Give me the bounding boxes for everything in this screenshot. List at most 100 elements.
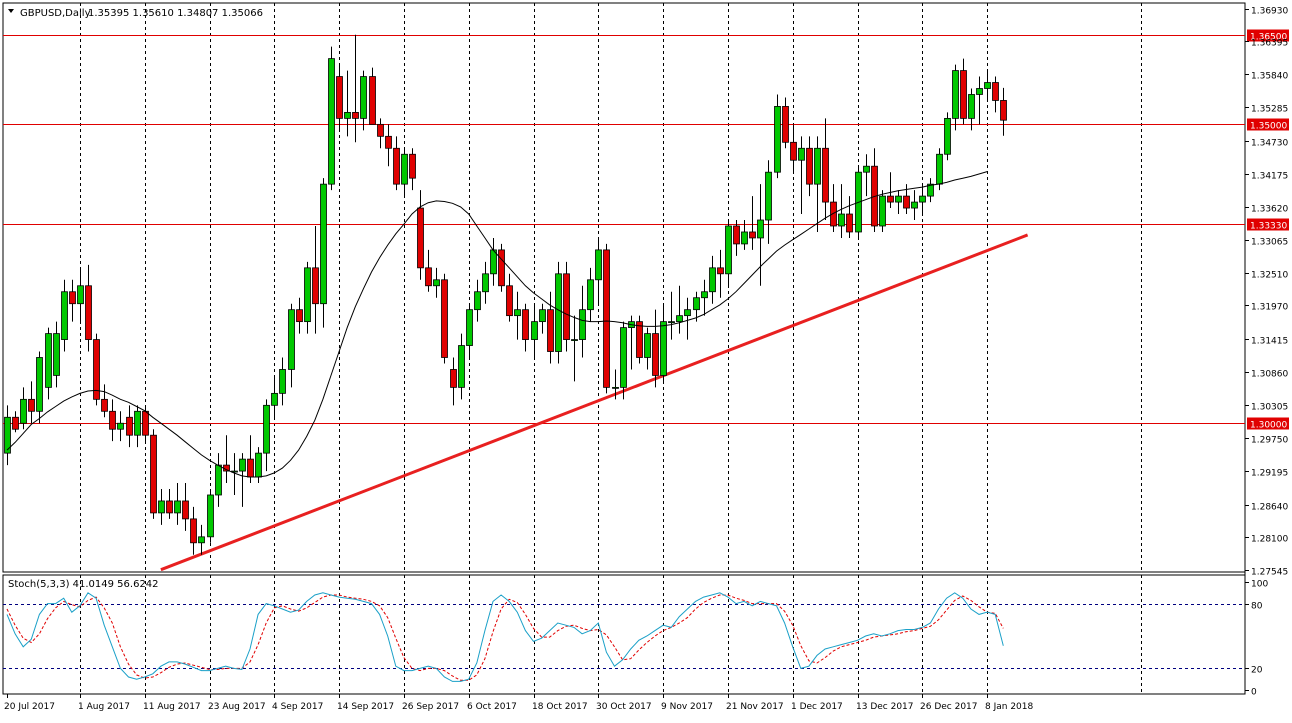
candle [369, 67, 376, 125]
candle [539, 303, 546, 334]
bear-candle-body [522, 309, 529, 340]
bull-candle-body [207, 494, 214, 538]
trendline [160, 233, 1029, 572]
candle [441, 273, 448, 364]
bear-candle-body [498, 249, 505, 287]
bull-candle-body [952, 70, 959, 119]
bear-candle-body [247, 458, 254, 478]
bull-candle-body [53, 333, 60, 376]
candle [968, 88, 975, 131]
candle [117, 411, 124, 442]
bear-candle-body [182, 500, 189, 520]
bull-candle-body [360, 76, 367, 119]
bull-candle-body [555, 273, 562, 352]
candle [555, 261, 562, 364]
bull-candle-body [271, 392, 278, 406]
candle [458, 333, 465, 400]
bear-candle-body [85, 285, 92, 340]
candle [806, 136, 813, 197]
bull-candle-body [571, 339, 578, 341]
candle [433, 267, 440, 298]
candle [887, 172, 894, 209]
bull-candle-body [863, 165, 870, 173]
bear-candle-body [652, 333, 659, 376]
bull-candle-body [239, 458, 246, 472]
bear-candle-body [749, 231, 756, 239]
stoch-tick-label: 80 [1251, 602, 1263, 612]
candle [895, 190, 902, 215]
bear-candle-body [409, 153, 416, 179]
candle [336, 64, 343, 131]
date-tick-label: 1 Aug 2017 [78, 702, 130, 712]
candle [69, 279, 76, 322]
candle [514, 291, 521, 340]
price-tick-label: 1.31970 [1251, 303, 1288, 313]
bull-candle-body [595, 249, 602, 281]
candle [571, 315, 578, 382]
price-tick-label: 1.35285 [1251, 105, 1288, 115]
bull-candle-body [968, 94, 975, 119]
moving-average-layer [6, 171, 988, 478]
bull-candle-body [514, 309, 521, 317]
candle [879, 190, 886, 232]
candle [45, 327, 52, 400]
bull-candle-body [814, 147, 821, 185]
bear-candle-body [150, 434, 157, 514]
candle [676, 285, 683, 334]
bear-candle-body [93, 339, 100, 400]
candle [12, 411, 19, 433]
bull-candle-body [798, 147, 805, 161]
price-tick-label: 1.32510 [1251, 271, 1288, 281]
candle [822, 118, 829, 221]
bear-candle-body [733, 225, 740, 245]
date-tick-label: 9 Nov 2017 [661, 702, 713, 712]
stoch-signal-line [6, 594, 1004, 681]
date-tick-label: 26 Dec 2017 [920, 702, 978, 712]
bull-candle-body [765, 171, 772, 221]
price-level-tag [1247, 218, 1289, 231]
candle [474, 279, 481, 322]
bear-candle-body [393, 147, 400, 185]
bear-candle-body [806, 147, 813, 185]
candle [239, 453, 246, 507]
bear-candle-body [69, 291, 76, 305]
symbol-dropdown-icon[interactable] [8, 9, 14, 13]
candle [563, 261, 570, 352]
price-level-tag [1247, 118, 1289, 131]
bull-candle-body [944, 117, 951, 155]
stoch-main-line [6, 592, 1004, 682]
candle [814, 136, 821, 232]
candle [976, 76, 983, 125]
price-tick-label: 1.34175 [1251, 172, 1288, 182]
candle [279, 357, 286, 406]
date-tick-label: 21 Nov 2017 [726, 702, 784, 712]
bull-candle-body [612, 386, 619, 389]
bull-candle-body [976, 88, 983, 95]
candle [328, 46, 335, 191]
candle [312, 225, 319, 334]
bull-candle-body [676, 315, 683, 323]
candle [425, 249, 432, 292]
bull-candle-body [919, 195, 926, 203]
stoch-tick-label: 100 [1251, 580, 1268, 590]
candle [506, 273, 513, 322]
candle [838, 184, 845, 238]
candle [790, 124, 797, 173]
bull-candle-body [936, 153, 943, 185]
bear-candle-body [547, 309, 554, 352]
candle [498, 243, 505, 292]
date-tick-label: 13 Dec 2017 [856, 702, 914, 712]
candle [944, 112, 951, 161]
candle [919, 184, 926, 215]
candle [579, 285, 586, 358]
candle [101, 384, 108, 418]
bear-candle-body [992, 82, 999, 101]
date-tick-label: 6 Oct 2017 [467, 702, 517, 712]
bull-candle-body [579, 309, 586, 340]
candle [166, 489, 173, 519]
candle [271, 375, 278, 418]
date-axis: 20 Jul 2017 1 Aug 2017 11 Aug 2017 23 Aug 2… [4, 694, 1033, 712]
bear-candle-body [790, 141, 797, 161]
candle [482, 261, 489, 304]
